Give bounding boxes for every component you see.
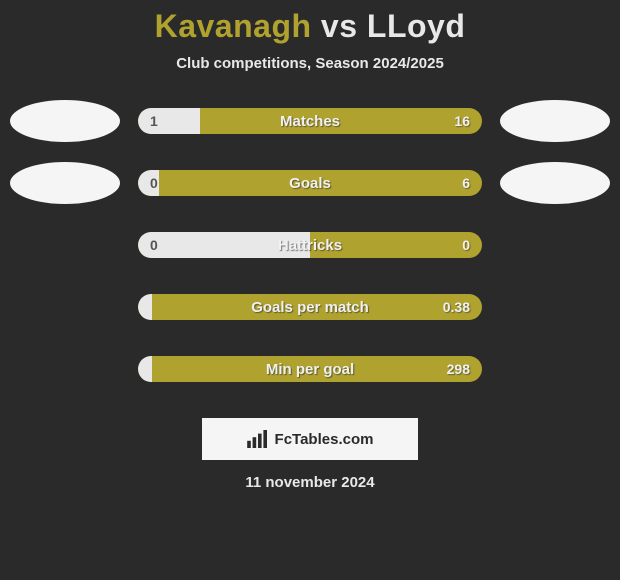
subtitle: Club competitions, Season 2024/2025 <box>176 55 444 72</box>
stat-row: Goals per match 0.38 <box>0 286 620 328</box>
badge-spacer <box>10 348 120 390</box>
badge-spacer <box>500 286 610 328</box>
vs-separator: vs <box>321 8 358 44</box>
stat-bar: Goals per match 0.38 <box>138 294 482 320</box>
team-badge-left <box>10 162 120 204</box>
stat-label: Goals per match <box>138 294 482 320</box>
stat-row: 0 Hattricks 0 <box>0 224 620 266</box>
badge-spacer <box>500 224 610 266</box>
stat-value-right: 0.38 <box>443 294 470 320</box>
team-badge-right <box>500 100 610 142</box>
stat-bar: 0 Goals 6 <box>138 170 482 196</box>
stat-bar: Min per goal 298 <box>138 356 482 382</box>
bar-chart-icon <box>247 430 269 448</box>
stat-value-right: 0 <box>462 232 470 258</box>
stat-label: Matches <box>138 108 482 134</box>
stat-bar: 0 Hattricks 0 <box>138 232 482 258</box>
attribution-text: FcTables.com <box>275 431 374 448</box>
attribution-badge: FcTables.com <box>202 418 418 460</box>
stat-label: Hattricks <box>138 232 482 258</box>
comparison-title: Kavanagh vs LLoyd <box>155 8 466 45</box>
stat-bar: 1 Matches 16 <box>138 108 482 134</box>
stat-row: 0 Goals 6 <box>0 162 620 204</box>
date-label: 11 november 2024 <box>245 474 374 491</box>
team-badge-right <box>500 162 610 204</box>
stat-label: Goals <box>138 170 482 196</box>
badge-spacer <box>10 286 120 328</box>
team-badge-left <box>10 100 120 142</box>
stat-value-right: 16 <box>454 108 470 134</box>
badge-spacer <box>500 348 610 390</box>
stat-value-right: 6 <box>462 170 470 196</box>
player-left-name: Kavanagh <box>155 8 312 44</box>
stat-label: Min per goal <box>138 356 482 382</box>
stat-row: Min per goal 298 <box>0 348 620 390</box>
stat-value-right: 298 <box>447 356 470 382</box>
player-right-name: LLoyd <box>367 8 465 44</box>
badge-spacer <box>10 224 120 266</box>
stat-row: 1 Matches 16 <box>0 100 620 142</box>
